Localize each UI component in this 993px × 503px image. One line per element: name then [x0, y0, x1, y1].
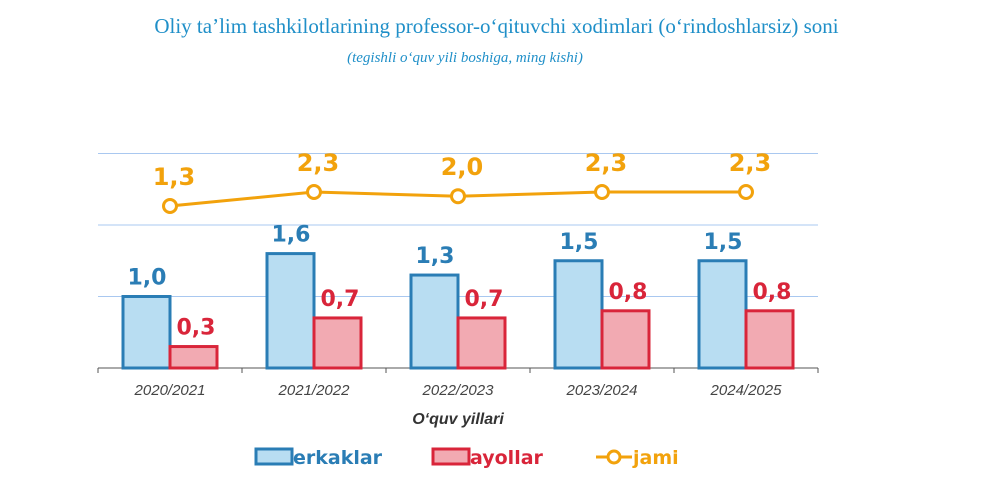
bar-ayollar: [600, 309, 651, 370]
legend-label-erkaklar: erkaklar: [293, 447, 383, 469]
data-label-erkaklar: 1,0: [128, 266, 167, 291]
data-label-ayollar: 0,7: [321, 287, 360, 312]
bar-erkaklar: [553, 259, 604, 370]
bar-ayollar: [744, 309, 795, 370]
data-label-jami: 2,3: [297, 149, 340, 177]
data-label-jami: 2,3: [585, 149, 628, 177]
x-tick-label: 2022/2023: [422, 382, 495, 399]
data-label-erkaklar: 1,5: [560, 230, 599, 255]
x-axis-label: O‘quv yillari: [412, 411, 504, 428]
bar-erkaklar: [265, 252, 316, 370]
legend-label-jami: jami: [632, 447, 679, 469]
chart-subtitle: (tegishli o‘quv yili boshiga, ming kishi…: [347, 50, 583, 66]
x-tick-label: 2023/2024: [566, 382, 638, 399]
legend-swatch-ayollar: [431, 447, 471, 466]
point-jami: [594, 184, 610, 200]
chart-title: Oliy ta’lim tashkilotlarining professor-…: [154, 14, 839, 38]
data-label-jami: 2,0: [441, 153, 484, 181]
x-tick-label: 2020/2021: [134, 382, 206, 399]
legend-label-ayollar: ayollar: [470, 447, 544, 469]
data-label-jami: 1,3: [153, 163, 196, 191]
data-label-erkaklar: 1,5: [704, 230, 743, 255]
data-label-jami: 2,3: [729, 149, 772, 177]
point-jami: [450, 188, 466, 205]
data-label-erkaklar: 1,6: [272, 223, 311, 248]
legend-swatch-erkaklar: [254, 447, 294, 466]
x-tick-label: 2021/2022: [278, 382, 351, 399]
data-label-ayollar: 0,8: [753, 280, 792, 305]
data-label-ayollar: 0,8: [609, 280, 648, 305]
bar-erkaklar: [121, 295, 172, 370]
data-label-ayollar: 0,3: [177, 316, 216, 341]
data-label-ayollar: 0,7: [465, 287, 504, 312]
data-label-erkaklar: 1,3: [416, 244, 455, 269]
bar-ayollar: [312, 316, 363, 370]
point-jami: [738, 184, 754, 200]
bar-erkaklar: [697, 259, 748, 370]
point-jami: [162, 198, 178, 214]
bar-erkaklar: [409, 273, 460, 370]
point-jami: [306, 184, 322, 200]
x-tick-label: 2024/2025: [710, 382, 783, 399]
legend-marker-jami: [606, 449, 622, 465]
bar-ayollar: [168, 345, 219, 370]
bar-ayollar: [456, 316, 507, 370]
